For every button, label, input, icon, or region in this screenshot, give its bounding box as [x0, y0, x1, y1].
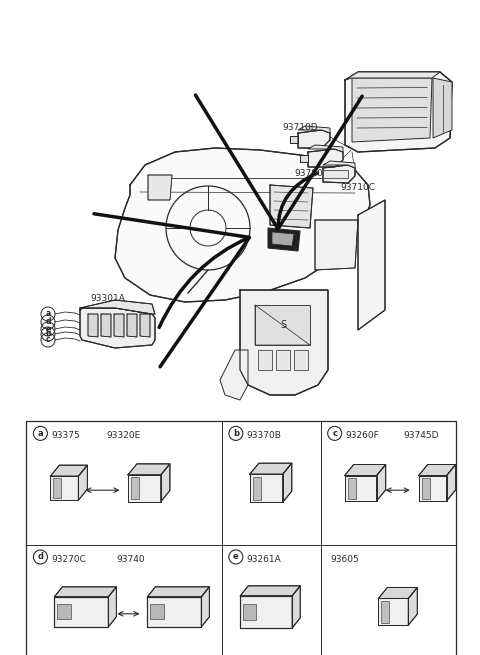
Text: 93270C: 93270C	[51, 555, 86, 564]
Polygon shape	[308, 149, 343, 167]
Text: 93370B: 93370B	[247, 432, 282, 440]
Polygon shape	[54, 597, 108, 627]
Polygon shape	[352, 78, 432, 142]
Text: 93710C: 93710C	[340, 183, 375, 193]
Polygon shape	[345, 72, 452, 152]
Polygon shape	[447, 464, 456, 501]
FancyArrowPatch shape	[195, 95, 362, 229]
Polygon shape	[220, 350, 248, 400]
Polygon shape	[298, 130, 330, 148]
Polygon shape	[300, 155, 308, 162]
Text: b: b	[45, 329, 51, 339]
Polygon shape	[114, 314, 124, 337]
Polygon shape	[255, 305, 310, 345]
Polygon shape	[315, 220, 358, 270]
Polygon shape	[50, 476, 78, 500]
Polygon shape	[131, 477, 139, 499]
Polygon shape	[268, 228, 300, 251]
Text: c: c	[46, 335, 50, 345]
Polygon shape	[408, 588, 417, 625]
Text: d: d	[37, 553, 43, 561]
Polygon shape	[300, 155, 308, 162]
Polygon shape	[290, 136, 298, 143]
Polygon shape	[419, 476, 447, 501]
Polygon shape	[419, 464, 456, 476]
Polygon shape	[323, 170, 348, 178]
Polygon shape	[250, 474, 283, 502]
Text: 93710D: 93710D	[282, 124, 318, 132]
Polygon shape	[381, 601, 389, 623]
Bar	[26, 421, 456, 655]
Polygon shape	[101, 314, 111, 337]
Polygon shape	[147, 597, 202, 627]
Polygon shape	[140, 314, 150, 337]
Polygon shape	[276, 350, 290, 370]
Polygon shape	[58, 605, 71, 620]
Polygon shape	[323, 165, 355, 183]
Polygon shape	[240, 290, 328, 395]
Polygon shape	[421, 477, 430, 498]
Text: S: S	[280, 320, 286, 330]
Polygon shape	[128, 475, 161, 502]
Polygon shape	[348, 477, 356, 498]
Polygon shape	[345, 464, 385, 476]
Text: 93375: 93375	[51, 432, 80, 440]
Polygon shape	[323, 161, 355, 168]
Polygon shape	[53, 478, 61, 498]
Text: a: a	[37, 429, 43, 438]
Text: e: e	[46, 324, 50, 333]
Polygon shape	[345, 476, 377, 501]
Text: 93260F: 93260F	[346, 432, 379, 440]
Polygon shape	[161, 464, 170, 502]
Text: 93261A: 93261A	[247, 555, 282, 564]
Polygon shape	[78, 465, 87, 500]
Polygon shape	[243, 604, 256, 620]
Polygon shape	[240, 596, 292, 627]
Polygon shape	[378, 588, 417, 599]
Text: b: b	[233, 429, 239, 438]
Polygon shape	[294, 350, 308, 370]
Polygon shape	[377, 464, 385, 501]
Polygon shape	[298, 126, 330, 133]
Text: e: e	[233, 553, 239, 561]
Polygon shape	[240, 586, 300, 596]
Text: 93745D: 93745D	[404, 432, 439, 440]
Polygon shape	[253, 477, 261, 500]
Polygon shape	[202, 587, 209, 627]
Polygon shape	[433, 78, 452, 138]
Polygon shape	[258, 350, 272, 370]
FancyArrowPatch shape	[94, 214, 250, 367]
Polygon shape	[128, 464, 170, 475]
Polygon shape	[50, 465, 87, 476]
Text: 93790: 93790	[294, 168, 323, 178]
Polygon shape	[80, 300, 155, 314]
Polygon shape	[270, 185, 313, 228]
Text: 93301A: 93301A	[91, 294, 125, 303]
Polygon shape	[283, 463, 292, 502]
Polygon shape	[80, 308, 155, 348]
Polygon shape	[54, 587, 117, 597]
Polygon shape	[115, 148, 370, 302]
Polygon shape	[148, 175, 172, 200]
Text: c: c	[332, 429, 337, 438]
Text: 93605: 93605	[331, 555, 360, 564]
Polygon shape	[88, 314, 98, 337]
Text: 93740: 93740	[117, 555, 145, 564]
Text: d: d	[45, 318, 51, 326]
Polygon shape	[127, 314, 137, 337]
Polygon shape	[250, 463, 292, 474]
Text: a: a	[46, 310, 50, 318]
Polygon shape	[272, 232, 294, 246]
Polygon shape	[378, 599, 408, 625]
Text: 93320E: 93320E	[107, 432, 141, 440]
Polygon shape	[292, 586, 300, 627]
Polygon shape	[150, 605, 164, 620]
Polygon shape	[308, 145, 343, 152]
Polygon shape	[358, 200, 385, 330]
Polygon shape	[345, 72, 440, 80]
Polygon shape	[147, 587, 209, 597]
Polygon shape	[108, 587, 117, 627]
